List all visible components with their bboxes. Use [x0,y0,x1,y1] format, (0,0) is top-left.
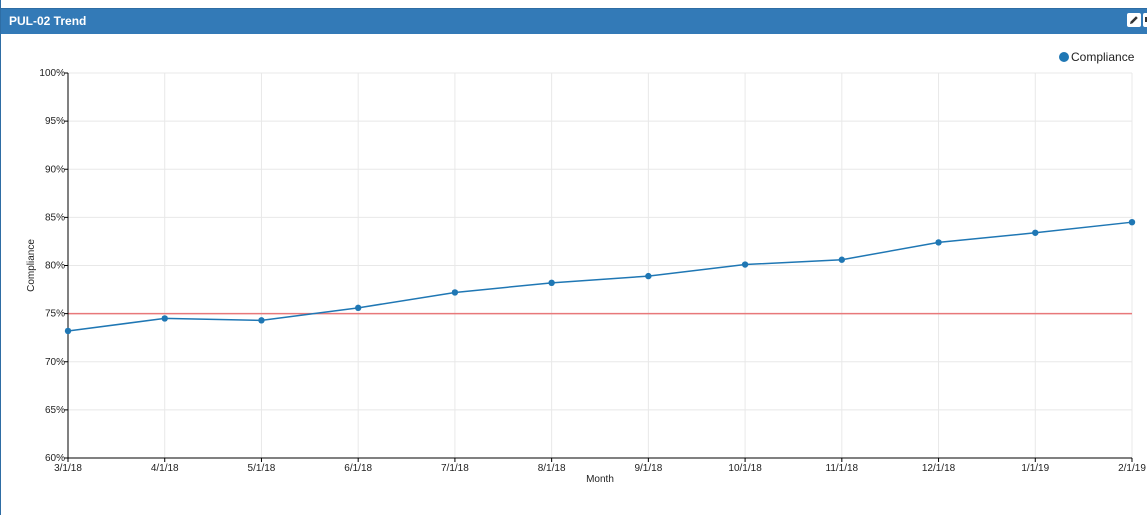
y-tick-label: 100% [39,68,65,79]
y-tick-label: 65% [45,405,65,416]
x-tick-label: 6/1/18 [344,463,372,474]
series-line [67,221,1133,332]
panel-header: PUL-02 Trend [1,8,1147,34]
y-tick-label: 75% [45,309,65,320]
x-tick-label: 1/1/19 [1021,463,1049,474]
x-tick-label: 7/1/18 [441,463,469,474]
legend-marker [1059,52,1069,62]
y-tick-label: 70% [45,357,65,368]
data-point [645,272,652,280]
data-point [161,315,168,322]
pencil-icon[interactable] [1127,13,1141,27]
x-tick-label: 4/1/18 [151,463,179,474]
grid-lines [68,72,1133,458]
x-axis-title: Month [586,474,614,485]
data-point [548,279,555,287]
data-point [1128,218,1136,226]
panel-title: PUL-02 Trend [9,14,87,28]
x-tick-label: 12/1/18 [922,463,956,474]
x-tick-label: 10/1/18 [728,463,762,474]
x-tick-label: 8/1/18 [538,463,566,474]
data-point [935,239,942,246]
data-point [258,317,265,324]
y-tick-label: 95% [45,116,65,127]
data-point [1032,229,1039,236]
y-tick-label: 60% [45,453,65,464]
legend: Compliance [1059,50,1135,64]
legend-label: Compliance [1071,50,1135,64]
y-tick-label: 85% [45,212,65,223]
y-tick-label: 90% [45,164,65,175]
x-tick-label: 9/1/18 [634,463,662,474]
axes: 60% 65% 70% 75% 80% 85% 90% 95% 100% 3/1/18 4/1/18… [39,68,1146,474]
data-point [838,256,846,263]
data-point [64,327,72,335]
y-axis-title: Compliance [26,239,37,292]
series-compliance [64,218,1136,335]
data-point [451,289,459,296]
x-tick-label: 5/1/18 [248,463,276,474]
data-point [741,261,749,268]
y-tick-label: 80% [45,261,65,272]
x-tick-label: 3/1/18 [54,463,82,474]
x-tick-label: 11/1/18 [826,463,859,474]
data-point [354,304,362,312]
x-tick-label: 2/1/19 [1118,463,1146,474]
